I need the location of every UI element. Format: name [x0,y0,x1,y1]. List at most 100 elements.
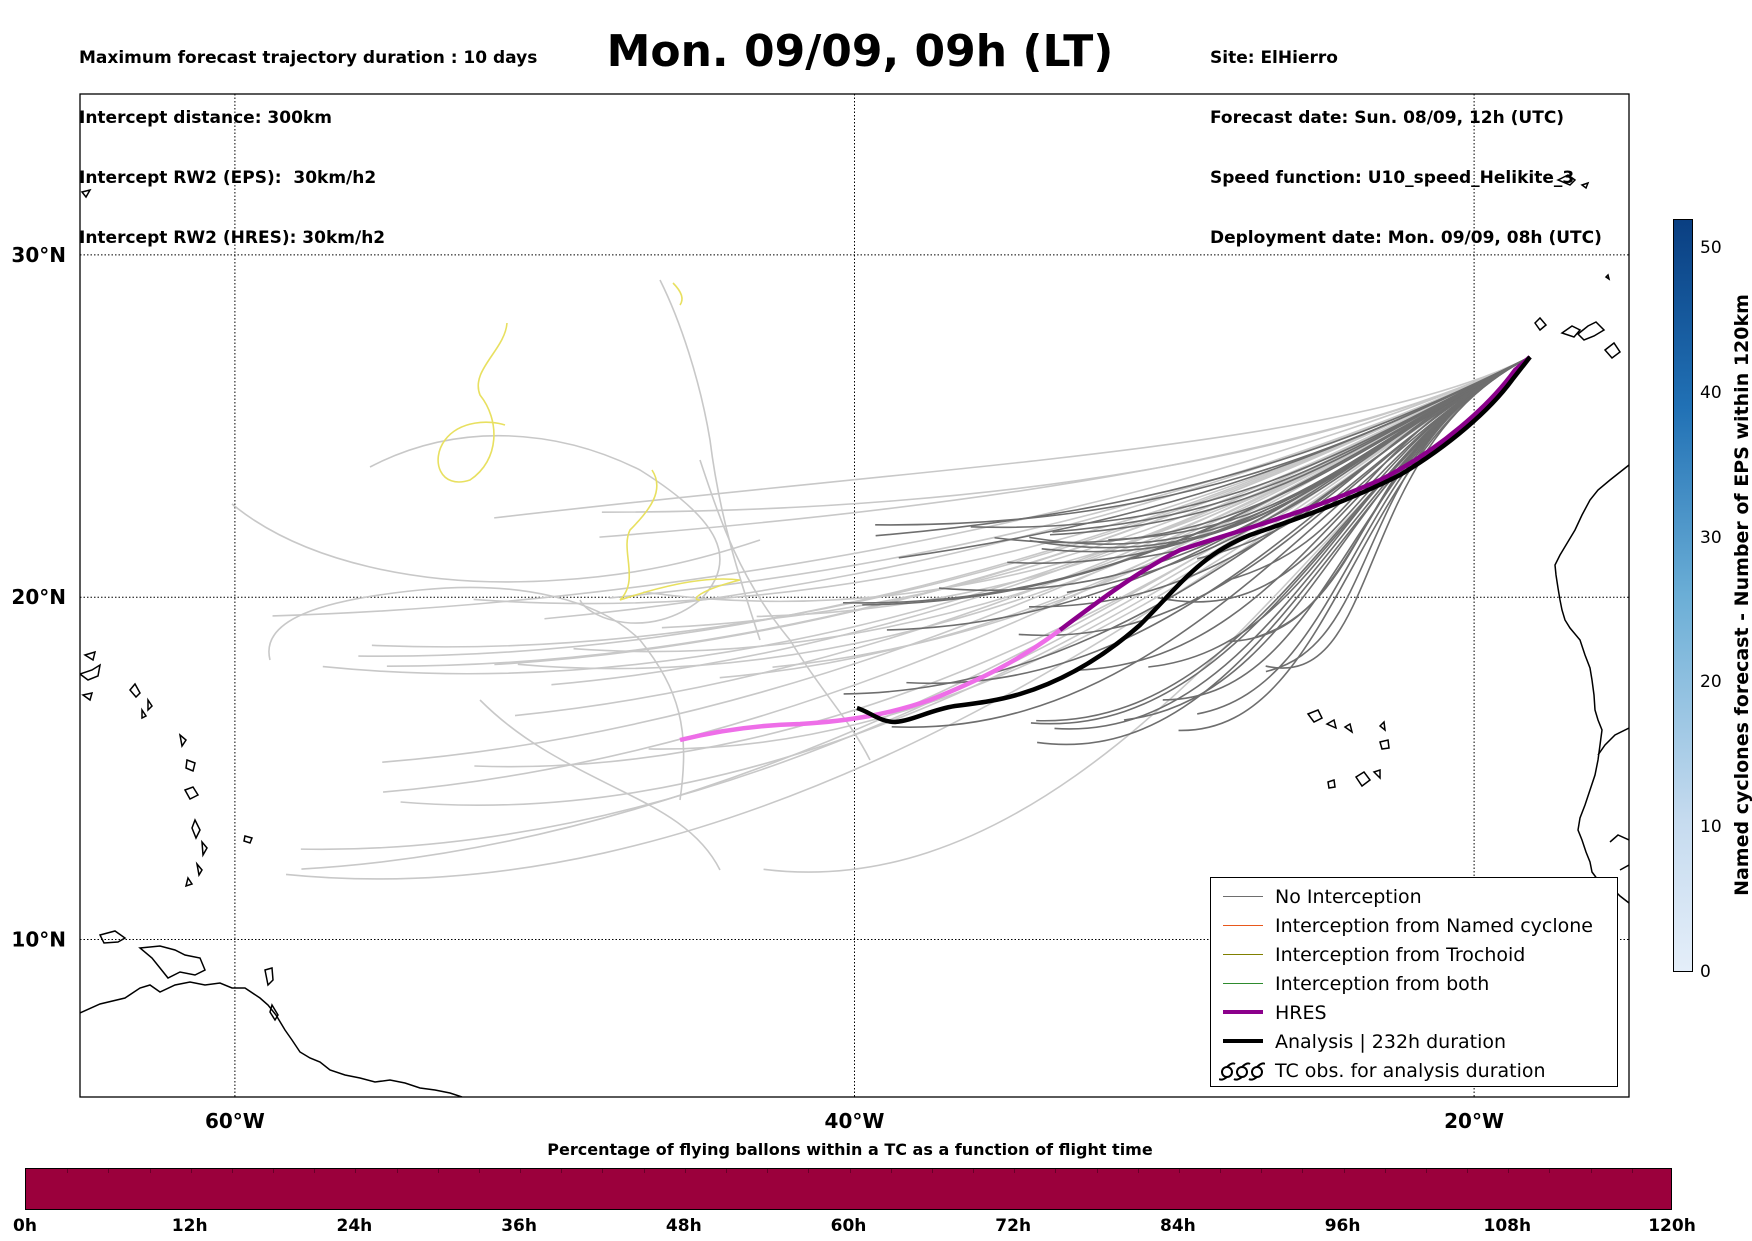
legend-label: Interception from Named cyclone [1275,915,1593,937]
eps-track [756,356,1531,618]
eps-track [382,356,1531,764]
eps-track [1078,356,1531,671]
colorbar-bottom-tick [1590,1169,1592,1173]
legend-item: Interception from both [1211,970,1617,998]
colorbar-bottom-tick [890,1169,892,1173]
eps-tracks-no-interception [842,356,1531,746]
header-right-line: Site: ElHierro [1210,48,1338,68]
eps-track [369,434,721,624]
eps-track [573,356,1531,653]
colorbar-bottom-tick [1425,1169,1427,1173]
colorbar-bottom-tick [767,1169,769,1173]
colorbar-bottom-label: 48h [665,1216,702,1236]
legend-label: Interception from Trochoid [1275,944,1526,966]
legend-swatch [1223,1010,1263,1014]
colorbar-bottom-tick [190,1169,192,1173]
colorbar-bottom-label: 108h [1483,1216,1532,1236]
legend-swatch [1223,1039,1263,1043]
legend-label: Interception from both [1275,973,1490,995]
colorbar-right-label: 0 [1700,962,1711,982]
colorbar-bottom-label: 24h [336,1216,373,1236]
colorbar-bottom-tick [396,1169,398,1173]
legend-item: Analysis | 232h duration [1211,1028,1617,1056]
colorbar-bottom-tick [602,1169,604,1173]
colorbar-bottom-tick [478,1169,480,1173]
header-left-info: Maximum forecast trajectory duration : 1… [79,8,537,268]
colorbar-bottom-tick [1631,1169,1633,1173]
lon-tick-label: 40°W [825,1109,885,1133]
map-legend: No Interception Interception from Named … [1210,877,1618,1087]
eps-track [1265,356,1531,669]
eps-track [301,356,1531,870]
colorbar-bottom-tick [849,1169,851,1173]
eps-track [970,356,1531,529]
lat-tick-label: 10°N [11,928,66,952]
eps-track [494,356,1531,519]
colorbar-bottom-tick [108,1169,110,1173]
colorbar-bottom [25,1168,1672,1210]
colorbar-bottom-label: 0h [13,1216,37,1236]
header-left-line: Intercept distance: 300km [79,108,332,128]
eps-track [1018,356,1531,637]
header-right-line: Deployment date: Mon. 09/09, 08h (UTC) [1210,228,1602,248]
lon-tick-label: 20°W [1444,1109,1504,1133]
eps-track [1252,356,1531,640]
colorbar-bottom-tick [931,1169,933,1173]
colorbar-bottom-tick [973,1169,975,1173]
eps-track [544,356,1531,620]
colorbar-bottom-title: Percentage of flying ballons within a TC… [547,1140,1153,1159]
map-frame [79,93,1630,1098]
colorbar-bottom-tick [1220,1169,1222,1173]
colorbar-bottom-tick [1384,1169,1386,1173]
eps-track [231,503,761,583]
colorbar-bottom-tick [1137,1169,1139,1173]
colorbar-bottom-tick [149,1169,151,1173]
analysis-track-line [856,355,1532,725]
legend-label: No Interception [1275,886,1422,908]
lon-tick-label: 60°W [205,1109,265,1133]
coastlines [80,174,1629,1097]
colorbar-bottom-tick [1178,1169,1180,1173]
legend-item: HRES [1211,999,1617,1027]
eps-track [599,356,1531,538]
eps-track [1030,356,1531,725]
hres-track-segment [1058,355,1532,632]
colorbar-right-title: Named cyclones forecast - Number of EPS … [1731,294,1752,896]
colorbar-bottom-tick [1096,1169,1098,1173]
colorbar-bottom-label: 60h [830,1216,867,1236]
legend-label: TC obs. for analysis duration [1275,1060,1546,1082]
colorbar-bottom-tick [1302,1169,1304,1173]
page-title: Mon. 09/09, 09h (LT) [606,26,1114,77]
legend-swatch [1223,896,1263,897]
eps-track [272,356,1531,617]
eps-track [479,699,721,871]
axis-ticks: 30°N 20°N 10°N 60°W 40°W 20°W [11,243,1504,1133]
colorbar-bottom-tick [725,1169,727,1173]
eps-track [699,459,871,761]
header-left-line: Maximum forecast trajectory duration : 1… [79,48,538,68]
legend-item: TC obs. for analysis duration [1211,1057,1617,1085]
colorbar-bottom-tick [1508,1169,1510,1173]
eps-track [1229,356,1531,643]
colorbar-bottom-tick [67,1169,69,1173]
colorbar-right-label: 50 [1700,237,1722,258]
colorbar-bottom-tick [1467,1169,1469,1173]
colorbar-bottom-tick [231,1169,233,1173]
lat-tick-label: 30°N [11,243,66,267]
legend-label: Analysis | 232h duration [1275,1031,1507,1053]
eps-track [400,356,1531,807]
legend-label: HRES [1275,1002,1327,1024]
eps-track [862,356,1531,606]
colorbar-bottom-tick [808,1169,810,1173]
eps-track [1007,356,1531,564]
colorbar-right-label: 40 [1700,382,1722,403]
legend-item: Interception from Trochoid [1211,941,1617,969]
colorbar-bottom-label: 96h [1324,1216,1361,1236]
analysis-track [856,355,1532,725]
colorbar-right-label: 30 [1700,527,1722,548]
legend-swatch [1223,925,1263,926]
legend-swatch [1223,954,1263,955]
trochoid-track [672,282,683,306]
eps-track [659,279,761,641]
